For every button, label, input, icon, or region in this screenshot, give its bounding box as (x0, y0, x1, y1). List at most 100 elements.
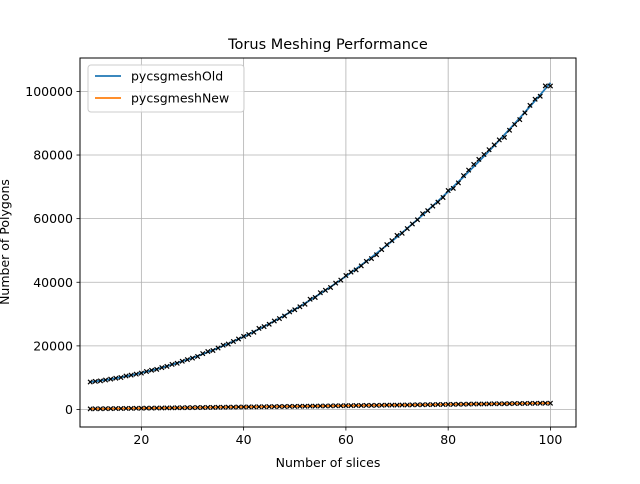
data-point-marker (389, 402, 395, 408)
data-point-marker (133, 371, 139, 377)
data-point-marker (465, 401, 472, 407)
data-point-marker (404, 402, 410, 408)
data-point-marker (542, 83, 548, 89)
data-point-marker (517, 400, 523, 407)
tick-layer: 20 40 60 80 100 0 20000 40000 60000 80000 100000 (25, 84, 562, 447)
data-point-marker (108, 376, 114, 382)
data-point-marker (215, 404, 221, 410)
data-point-marker (430, 203, 436, 209)
data-point-marker (404, 225, 410, 232)
data-point-marker (317, 403, 323, 409)
data-point-marker (143, 368, 150, 375)
data-point-marker (215, 345, 221, 351)
data-point-marker (261, 323, 267, 330)
data-point-marker (174, 360, 180, 366)
data-point-marker (123, 373, 129, 379)
data-point-marker (450, 185, 456, 192)
data-point-marker (113, 375, 119, 381)
data-point-marker (128, 372, 134, 378)
data-point-marker (435, 401, 441, 408)
data-point-marker (271, 403, 277, 410)
data-point-marker (358, 263, 364, 269)
data-point-marker (379, 247, 385, 253)
x-axis-label: Number of slices (276, 455, 381, 470)
data-point-marker (471, 401, 477, 407)
data-point-marker (414, 217, 421, 223)
data-point-marker (220, 404, 226, 410)
data-point-marker (148, 405, 155, 411)
data-point-marker (440, 401, 446, 408)
data-point-marker (302, 301, 308, 307)
data-point-marker (537, 400, 543, 406)
data-point-marker (159, 364, 165, 371)
x-tick-label: 20 (133, 432, 149, 447)
data-point-marker (394, 232, 400, 238)
data-point-marker (425, 402, 431, 408)
data-point-marker (169, 405, 175, 411)
data-point-marker (455, 180, 462, 186)
data-point-marker (205, 348, 211, 355)
data-point-marker (506, 401, 513, 407)
data-point-marker (486, 147, 492, 153)
data-point-marker (246, 331, 252, 338)
data-point-marker (343, 272, 349, 279)
data-point-marker (373, 252, 380, 258)
data-point-marker (496, 137, 502, 143)
data-point-marker (189, 355, 196, 361)
data-point-marker (184, 356, 191, 363)
data-point-marker (450, 401, 456, 408)
data-point-marker (225, 404, 231, 410)
data-point-marker (246, 404, 252, 410)
data-point-marker (373, 402, 380, 408)
data-point-marker (307, 296, 313, 302)
data-point-marker (384, 242, 390, 248)
data-point-marker (205, 404, 211, 411)
data-point-marker (481, 151, 487, 158)
data-point-marker (179, 405, 185, 411)
data-point-marker (189, 404, 196, 411)
data-point-marker (241, 404, 247, 410)
data-point-marker (522, 110, 528, 116)
data-point-marker (159, 405, 165, 411)
data-point-marker (322, 287, 329, 293)
data-point-marker (496, 401, 502, 407)
x-tick-label: 80 (440, 432, 456, 447)
data-point-marker (363, 402, 369, 409)
data-point-marker (491, 142, 497, 148)
data-point-marker (113, 405, 119, 412)
data-point-marker (389, 238, 395, 244)
data-point-marker (532, 96, 538, 102)
data-point-marker (312, 403, 318, 409)
data-point-marker (92, 406, 98, 412)
data-point-marker (143, 405, 150, 411)
data-point-marker (307, 403, 313, 409)
data-point-marker (164, 363, 170, 369)
data-point-marker (399, 402, 405, 408)
data-point-marker (348, 403, 354, 409)
data-point-marker (251, 329, 257, 335)
data-point-marker (210, 347, 216, 354)
data-point-marker (379, 402, 385, 408)
data-point-marker (399, 230, 405, 236)
data-point-marker (154, 366, 160, 372)
data-point-marker (225, 341, 231, 347)
chart-title: Torus Meshing Performance (227, 37, 428, 53)
data-point-marker (517, 117, 523, 123)
data-point-marker (123, 405, 129, 412)
data-point-marker (200, 350, 206, 357)
data-point-marker (317, 290, 323, 296)
data-point-marker (200, 404, 206, 411)
data-point-marker (118, 405, 124, 412)
data-point-marker (235, 336, 242, 342)
legend-box (87, 64, 245, 113)
data-point-marker (481, 401, 487, 407)
data-point-marker (179, 358, 185, 364)
data-point-marker (445, 401, 451, 408)
data-point-marker (353, 267, 359, 273)
data-point-marker (266, 404, 272, 410)
data-point-marker (512, 400, 518, 407)
data-point-marker (368, 255, 375, 262)
data-point-marker (292, 307, 298, 313)
data-point-marker (409, 221, 415, 227)
data-point-marker (501, 134, 508, 140)
